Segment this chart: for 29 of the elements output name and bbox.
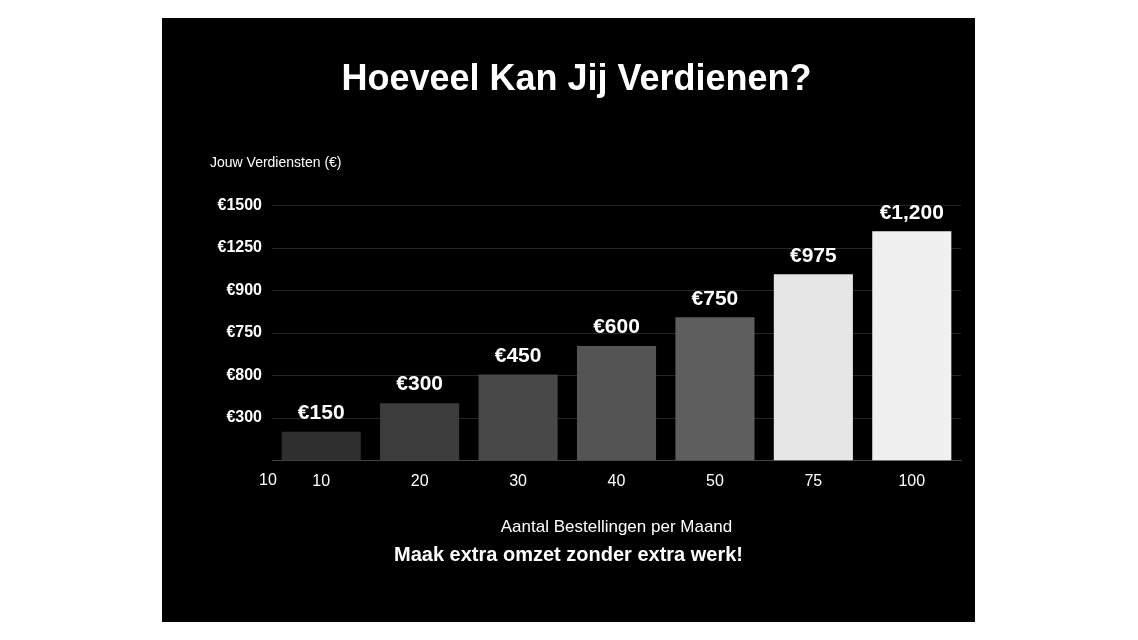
bar [675,317,755,461]
x-tick-label: 100 [898,472,926,490]
bar [872,231,952,461]
x-tick-label: 10 [312,472,331,490]
chart-title: Hoeveel Kan Jij Verdienen? [341,56,812,98]
text: Maak extra omzet zonder extra werk! [393,542,744,565]
text: €750 [226,323,263,341]
x-tick-label: 30 [509,472,528,490]
x-tick-label: 20 [410,472,429,490]
data-label: €750 [691,285,739,309]
text: €1250 [217,238,263,256]
data-label: €150 [297,400,345,424]
data-label: €450 [494,342,542,366]
x-tick-label: 50 [706,472,724,490]
bar [281,431,361,461]
data-label: €600 [593,314,640,338]
bar [773,274,853,461]
text: €1500 [217,195,263,213]
x-axis-title: Aantal Bestellingen per Maand [500,517,733,537]
text: €800 [226,365,263,383]
text: €900 [226,280,263,298]
data-label: €1,200 [879,199,944,223]
text: €300 [226,408,263,426]
data-label: €300 [396,371,443,395]
y-axis-title: Jouw Verdiensten (€) [210,153,342,170]
bar [576,345,657,461]
x-tick-label: 75 [804,472,823,490]
data-label: €975 [790,242,838,266]
x-tick-label: 40 [607,472,626,490]
